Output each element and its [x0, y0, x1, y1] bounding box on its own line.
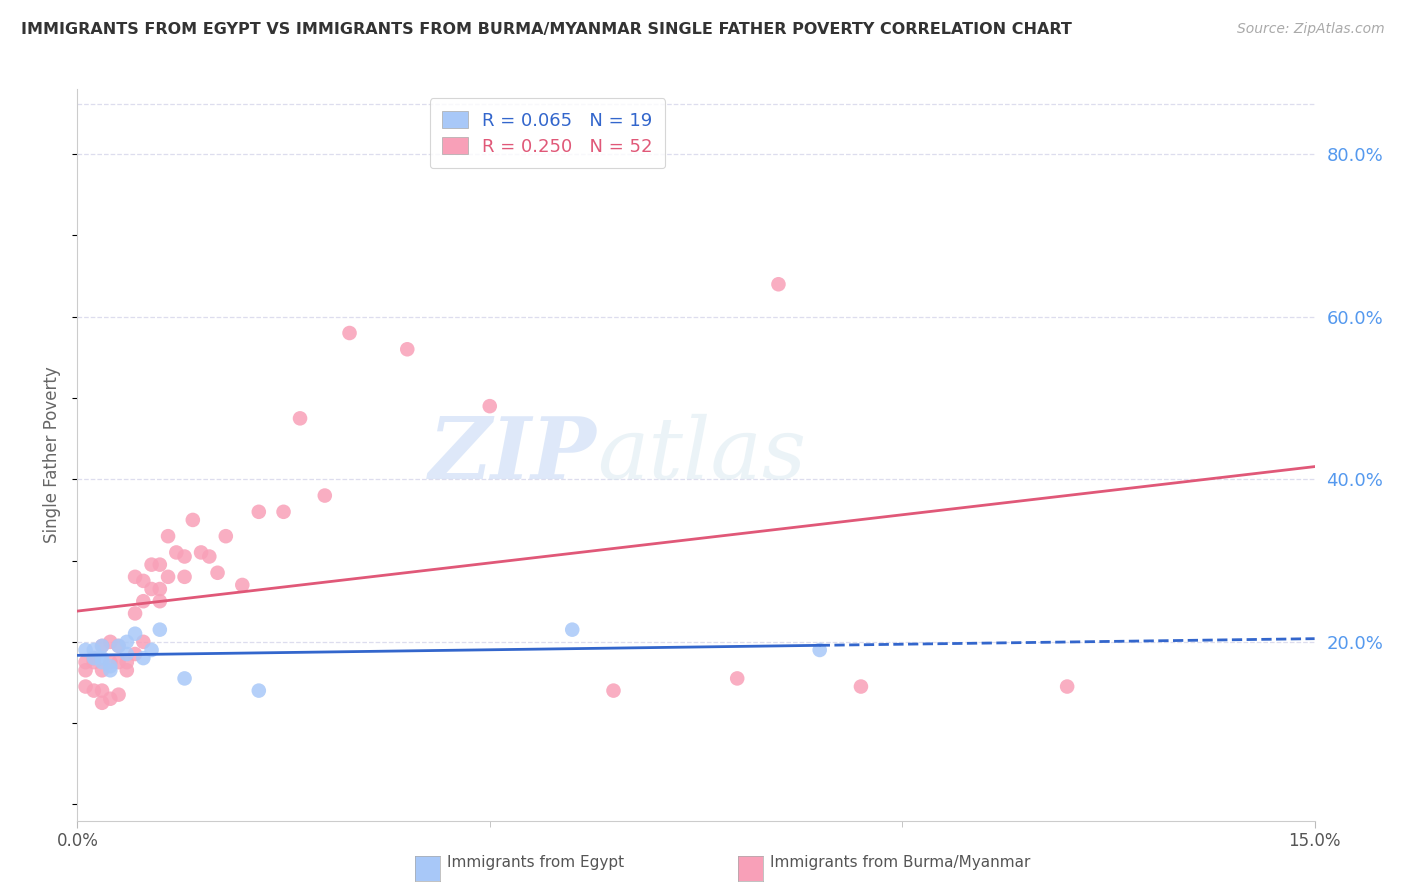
Point	[91, 696, 114, 710]
Point	[83, 683, 105, 698]
Point	[198, 549, 221, 564]
Point	[124, 607, 146, 621]
Point	[339, 326, 361, 340]
Point	[83, 651, 105, 665]
Point	[115, 663, 138, 677]
Point	[75, 663, 97, 677]
Point	[83, 643, 105, 657]
Point	[98, 691, 121, 706]
Point	[98, 659, 121, 673]
Point	[173, 672, 195, 686]
Point	[273, 505, 295, 519]
Point	[149, 558, 172, 572]
Point	[115, 635, 138, 649]
Point	[288, 411, 311, 425]
Point	[149, 594, 172, 608]
Point	[207, 566, 229, 580]
Point	[602, 683, 624, 698]
Point	[91, 683, 114, 698]
Point	[725, 672, 748, 686]
Point	[91, 651, 114, 665]
Point	[157, 529, 180, 543]
Point	[75, 643, 97, 657]
Point	[396, 343, 419, 357]
Point	[149, 582, 172, 596]
Legend: R = 0.065   N = 19, R = 0.250   N = 52: R = 0.065 N = 19, R = 0.250 N = 52	[430, 98, 665, 169]
Point	[849, 680, 872, 694]
Point	[124, 570, 146, 584]
Point	[1056, 680, 1078, 694]
Point	[247, 683, 270, 698]
Point	[141, 558, 163, 572]
Point	[141, 582, 163, 596]
Point	[98, 655, 121, 669]
Point	[91, 663, 114, 677]
Point	[107, 688, 129, 702]
Point	[91, 639, 114, 653]
Point	[75, 655, 97, 669]
Point	[561, 623, 583, 637]
Point	[478, 399, 501, 413]
Point	[215, 529, 238, 543]
Point	[181, 513, 204, 527]
Point	[149, 623, 172, 637]
Point	[808, 643, 831, 657]
Text: Source: ZipAtlas.com: Source: ZipAtlas.com	[1237, 22, 1385, 37]
Text: IMMIGRANTS FROM EGYPT VS IMMIGRANTS FROM BURMA/MYANMAR SINGLE FATHER POVERTY COR: IMMIGRANTS FROM EGYPT VS IMMIGRANTS FROM…	[21, 22, 1071, 37]
Text: ZIP: ZIP	[429, 413, 598, 497]
Point	[314, 489, 336, 503]
Point	[124, 647, 146, 661]
Point	[132, 651, 155, 665]
Point	[98, 663, 121, 677]
Text: atlas: atlas	[598, 414, 806, 496]
Text: Immigrants from Egypt: Immigrants from Egypt	[447, 855, 624, 870]
Point	[165, 545, 187, 559]
Point	[98, 635, 121, 649]
Point	[768, 277, 790, 292]
Point	[141, 643, 163, 657]
Point	[247, 505, 270, 519]
Point	[190, 545, 212, 559]
Point	[83, 655, 105, 669]
Y-axis label: Single Father Poverty: Single Father Poverty	[44, 367, 62, 543]
Point	[132, 635, 155, 649]
Text: Immigrants from Burma/Myanmar: Immigrants from Burma/Myanmar	[770, 855, 1031, 870]
Point	[75, 680, 97, 694]
Point	[91, 639, 114, 653]
Point	[157, 570, 180, 584]
Point	[91, 655, 114, 669]
Point	[107, 639, 129, 653]
Point	[115, 647, 138, 661]
Point	[132, 594, 155, 608]
Point	[107, 639, 129, 653]
Point	[124, 626, 146, 640]
Point	[115, 655, 138, 669]
Point	[107, 655, 129, 669]
Point	[173, 570, 195, 584]
Point	[83, 651, 105, 665]
Point	[173, 549, 195, 564]
Point	[132, 574, 155, 588]
Point	[231, 578, 253, 592]
